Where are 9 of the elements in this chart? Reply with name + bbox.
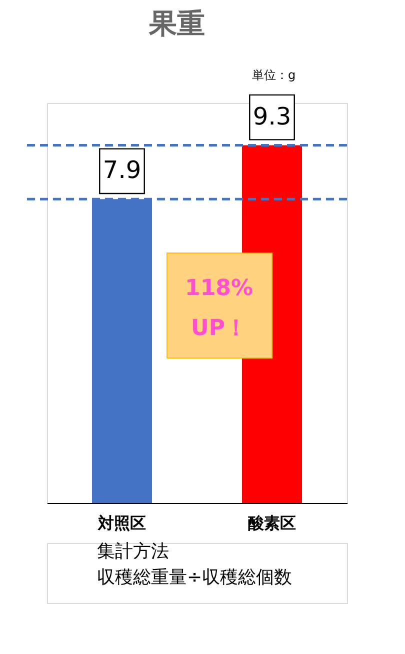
chart-title: 果重 — [148, 7, 205, 40]
data-label: 9.3 — [252, 102, 292, 130]
text: 単位：g — [252, 68, 296, 82]
data-label: 7.9 — [102, 156, 142, 184]
x-tick-label: 酸素区 — [248, 514, 296, 532]
text: 集計方法 — [97, 541, 169, 562]
x-tick-label: 対照区 — [97, 514, 146, 532]
text: 収穫総重量÷収穫総個数 — [97, 567, 292, 588]
annotation: 118% UP！ — [185, 276, 253, 341]
